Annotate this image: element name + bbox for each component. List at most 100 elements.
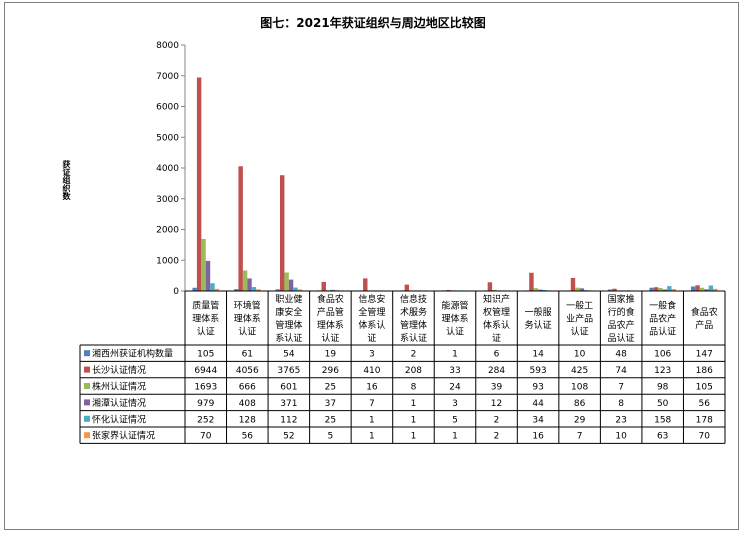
data-label: 10 [615,432,627,442]
y-axis-label: 获证组织数 [62,160,71,200]
legend-key [84,366,90,373]
category-label: 认证 [321,332,339,344]
bar [214,288,220,291]
data-label: 86 [574,399,586,409]
data-label: 14 [532,350,544,360]
data-label: 23 [615,415,626,425]
data-label: 37 [325,399,336,409]
data-label: 25 [325,415,336,425]
data-label: 98 [657,383,669,393]
category-label: 品认证 [649,326,676,338]
y-tick-label: 2000 [156,226,179,236]
bar [533,288,539,291]
data-label: 186 [696,366,713,376]
bar [671,289,676,291]
data-label: 44 [532,399,544,409]
data-label: 74 [615,366,627,376]
bar [653,287,659,291]
data-label: 25 [325,383,336,393]
bar [708,285,714,291]
bar [404,284,410,291]
bar [363,278,368,291]
data-label: 3 [369,350,375,360]
category-label: 体系认 [358,319,385,331]
category-label: 管理体 [275,319,302,331]
data-label: 296 [322,366,339,376]
chart-title: 图七：2021年获证组织与周边地区比较图 [260,16,486,30]
series-name: 湘西州获证机构数量 [92,348,173,360]
data-label: 1693 [194,383,217,393]
data-label: 3765 [277,366,300,376]
data-label: 16 [532,432,544,442]
bar [570,277,576,291]
bar [662,289,668,291]
bar [284,272,289,291]
data-label: 410 [363,366,380,376]
category-label: 产品管 [317,306,344,318]
data-label: 2 [411,350,417,360]
data-label: 19 [325,350,337,360]
series-name: 长沙认证情况 [92,364,146,376]
category-label: 环境管 [234,300,261,312]
data-label: 29 [574,415,586,425]
category-label: 证 [492,333,501,344]
data-label: 70 [200,432,212,442]
bar [649,287,654,291]
data-label: 56 [242,432,254,442]
bar [575,287,580,291]
data-label: 158 [654,415,671,425]
data-label: 10 [574,350,586,360]
data-label: 123 [654,366,671,376]
legend-key [84,383,90,389]
category-label: 品认证 [608,332,635,344]
data-label: 6 [494,350,500,360]
bar [242,270,248,291]
data-label: 24 [449,383,461,393]
category-label: 权管理 [483,306,510,318]
data-label: 4056 [236,366,259,376]
data-label: 54 [283,350,295,360]
bar [251,287,257,291]
bar [297,289,303,291]
series-name: 张家界认证情况 [92,430,155,442]
data-label: 12 [491,399,502,409]
data-label: 1 [411,415,417,425]
category-label: 品农产 [608,319,635,331]
category-label: 业产品 [566,313,593,325]
category-label: 一般工 [566,300,593,312]
data-label: 979 [197,399,214,409]
category-label: 品农产 [649,313,676,325]
data-label: 371 [280,399,297,409]
bar [538,289,543,291]
category-label: 体系认 [483,319,510,331]
category-label: 认证 [238,326,256,338]
y-tick-label: 7000 [156,72,179,82]
data-label: 5 [452,415,458,425]
category-label: 全管理 [358,306,385,318]
bar [446,289,451,291]
category-label: 证 [367,333,376,344]
category-label: 食品农 [317,293,344,305]
bar [279,175,285,291]
data-label: 425 [571,366,588,376]
bar [238,166,243,291]
category-label: 职业健 [275,293,302,305]
data-label: 112 [280,415,297,425]
data-label: 50 [657,399,669,409]
data-label: 1 [452,350,458,360]
bar [713,288,718,291]
data-label: 34 [532,415,544,425]
series-name: 湘潭认证情况 [92,397,146,409]
data-label: 93 [532,383,543,393]
data-label: 52 [283,432,294,442]
bar [487,282,493,291]
data-label: 208 [405,366,422,376]
y-tick-label: 0 [173,287,179,297]
series-name: 怀化认证情况 [92,413,146,425]
data-label: 63 [657,432,668,442]
legend-key [84,415,90,422]
category-label: 一般服 [525,306,552,318]
bar [579,288,585,291]
legend-key [84,432,90,439]
series-name: 株州认证情况 [92,381,146,393]
